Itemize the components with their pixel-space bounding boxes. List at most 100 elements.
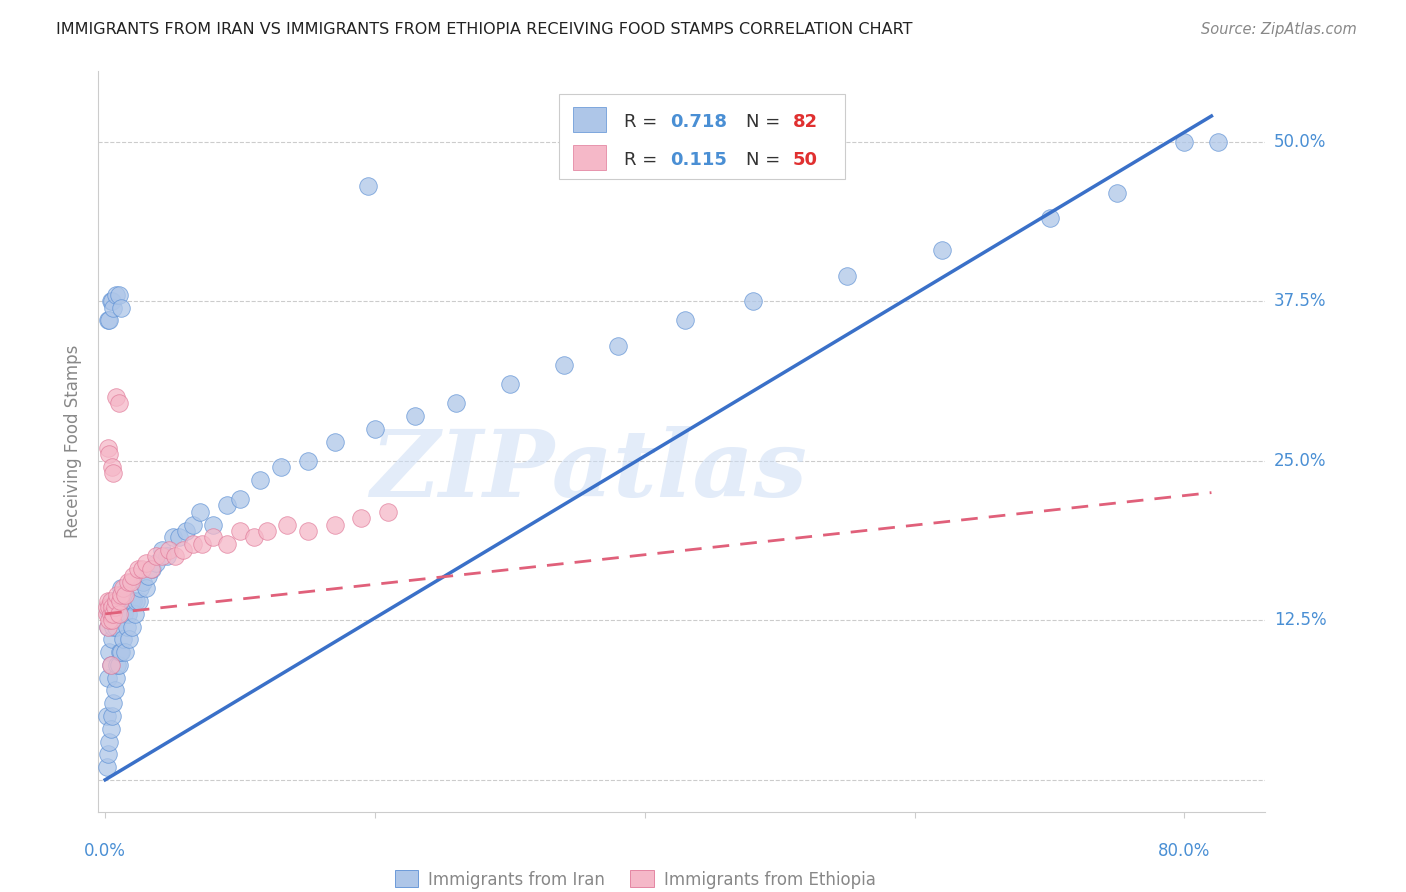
Point	[135, 582, 157, 596]
Point	[101, 709, 124, 723]
FancyBboxPatch shape	[574, 107, 606, 132]
Point	[127, 562, 149, 576]
Point	[202, 530, 225, 544]
Point	[673, 313, 696, 327]
Point	[107, 287, 129, 301]
Point	[444, 396, 467, 410]
Text: R =: R =	[624, 152, 662, 169]
Point	[931, 243, 953, 257]
Point	[105, 657, 128, 672]
Point	[97, 620, 120, 634]
Point	[110, 645, 132, 659]
Point	[100, 607, 122, 621]
Point	[97, 594, 120, 608]
Text: Source: ZipAtlas.com: Source: ZipAtlas.com	[1201, 22, 1357, 37]
Point	[229, 491, 252, 506]
Point	[104, 594, 127, 608]
Point	[139, 562, 162, 576]
Point	[104, 620, 127, 634]
Point	[110, 582, 132, 596]
Point	[128, 594, 150, 608]
FancyBboxPatch shape	[560, 94, 845, 178]
Point	[499, 377, 522, 392]
Point	[96, 600, 118, 615]
Point	[1105, 186, 1128, 200]
Point	[114, 594, 136, 608]
Point	[1206, 135, 1229, 149]
Text: N =: N =	[747, 152, 786, 169]
Point	[98, 313, 121, 327]
Y-axis label: Receiving Food Stamps: Receiving Food Stamps	[65, 345, 83, 538]
Point	[104, 390, 127, 404]
Point	[107, 607, 129, 621]
Point	[97, 620, 120, 634]
Point	[145, 549, 167, 564]
Text: 80.0%: 80.0%	[1159, 842, 1211, 860]
Text: ZIPatlas: ZIPatlas	[370, 426, 807, 516]
Point	[174, 524, 197, 538]
Text: 50: 50	[793, 152, 818, 169]
Point	[172, 543, 194, 558]
Point	[98, 734, 121, 748]
Point	[101, 613, 124, 627]
Point	[96, 709, 118, 723]
Text: 37.5%: 37.5%	[1274, 292, 1326, 310]
Point	[101, 460, 124, 475]
Point	[129, 582, 152, 596]
Point	[350, 511, 373, 525]
Point	[103, 696, 125, 710]
Point	[215, 536, 238, 550]
Text: R =: R =	[624, 112, 662, 131]
Point	[100, 657, 122, 672]
Point	[270, 460, 292, 475]
Point	[110, 588, 132, 602]
Point	[103, 620, 125, 634]
Point	[101, 632, 124, 647]
Point	[141, 562, 163, 576]
Point	[111, 582, 134, 596]
Point	[124, 607, 146, 621]
Point	[97, 747, 120, 762]
Point	[101, 600, 124, 615]
Point	[97, 671, 120, 685]
Text: IMMIGRANTS FROM IRAN VS IMMIGRANTS FROM ETHIOPIA RECEIVING FOOD STAMPS CORRELATI: IMMIGRANTS FROM IRAN VS IMMIGRANTS FROM …	[56, 22, 912, 37]
Point	[169, 530, 191, 544]
Point	[104, 600, 127, 615]
Point	[132, 574, 155, 589]
Legend: Immigrants from Iran, Immigrants from Ethiopia: Immigrants from Iran, Immigrants from Et…	[395, 871, 876, 888]
Point	[96, 760, 118, 774]
Point	[125, 594, 148, 608]
Point	[107, 657, 129, 672]
Point	[377, 505, 399, 519]
Point	[135, 556, 157, 570]
Point	[98, 645, 121, 659]
Point	[357, 179, 380, 194]
Text: 25.0%: 25.0%	[1274, 451, 1326, 470]
Point	[96, 607, 118, 621]
Point	[104, 287, 127, 301]
Point	[150, 549, 173, 564]
Point	[323, 434, 346, 449]
Point	[105, 588, 128, 602]
Point	[100, 722, 122, 736]
Point	[276, 517, 298, 532]
Point	[108, 594, 131, 608]
Point	[107, 607, 129, 621]
Point	[118, 632, 141, 647]
Point	[97, 313, 120, 327]
Point	[150, 543, 173, 558]
Point	[98, 447, 121, 461]
Point	[100, 657, 122, 672]
Text: 0.0%: 0.0%	[84, 842, 127, 860]
Point	[256, 524, 278, 538]
Point	[121, 620, 143, 634]
Point	[107, 396, 129, 410]
Text: N =: N =	[747, 112, 786, 131]
Point	[110, 301, 132, 315]
Point	[138, 568, 160, 582]
Text: 0.718: 0.718	[671, 112, 727, 131]
Point	[103, 607, 125, 621]
Point	[191, 536, 214, 550]
Point	[364, 422, 387, 436]
Point	[108, 594, 131, 608]
